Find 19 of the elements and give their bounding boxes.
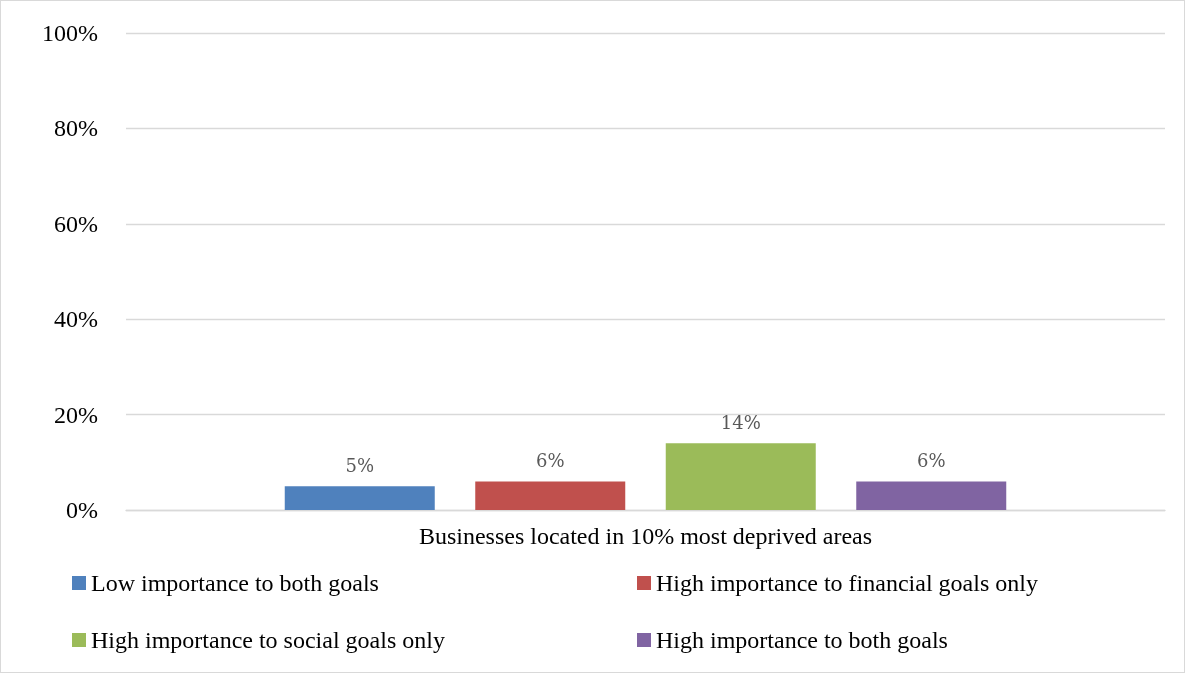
data-label: 14% bbox=[720, 411, 761, 433]
data-label: 6% bbox=[535, 449, 565, 471]
y-tick-label: 20% bbox=[54, 401, 98, 428]
x-tick-label: Businesses located in 10% most deprived areas bbox=[418, 523, 873, 549]
y-tick-label: 100% bbox=[42, 20, 98, 46]
data-label: 5% bbox=[345, 454, 375, 476]
legend-label: High importance to both goals bbox=[656, 627, 948, 653]
y-tick-label: 40% bbox=[54, 306, 98, 333]
legend-label: High importance to financial goals only bbox=[656, 570, 1038, 596]
bar bbox=[856, 481, 1007, 510]
data-label: 6% bbox=[916, 449, 946, 471]
bar bbox=[284, 486, 435, 510]
y-tick-label: 0% bbox=[66, 497, 98, 523]
bar bbox=[665, 443, 816, 510]
legend-label: Low importance to both goals bbox=[91, 570, 379, 596]
legend-label: High importance to social goals only bbox=[91, 627, 445, 653]
y-tick-label: 60% bbox=[54, 210, 98, 237]
y-tick-label: 80% bbox=[54, 115, 98, 142]
bar bbox=[475, 481, 626, 510]
